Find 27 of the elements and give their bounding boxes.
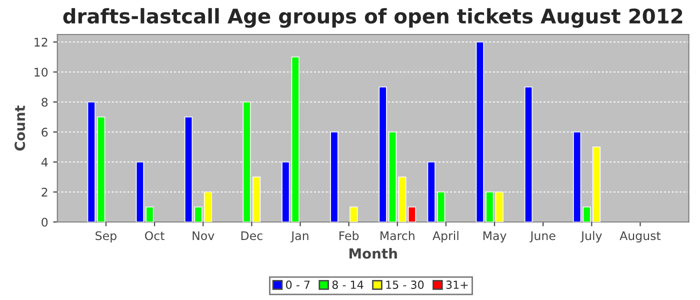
x-tick-label: May bbox=[483, 231, 506, 242]
x-tick-label: July bbox=[580, 231, 602, 242]
x-tick-label: Nov bbox=[192, 231, 214, 240]
y-tick-label: 12 bbox=[34, 38, 48, 46]
x-tick-label: Sep bbox=[96, 231, 116, 242]
y-tick-label: 2 bbox=[42, 188, 48, 196]
x-tick-label: March bbox=[380, 231, 414, 240]
y-tick-label: 8 bbox=[42, 98, 48, 107]
y-axis-title: Count bbox=[14, 105, 26, 151]
x-tick-label: August bbox=[620, 231, 661, 242]
x-tick-label: Dec bbox=[241, 231, 262, 240]
legend-label: 31+ bbox=[446, 280, 468, 289]
x-tick-label: April bbox=[432, 231, 458, 242]
legend-label: 8 - 14 bbox=[332, 280, 364, 289]
y-tick-label: 0 bbox=[42, 218, 48, 227]
bar bbox=[350, 206, 358, 222]
legend-label: 0 - 7 bbox=[286, 280, 310, 289]
chart-title: drafts-lastcall Age groups of open tickets August 2012 bbox=[63, 8, 682, 28]
x-tick-label: June bbox=[530, 231, 556, 242]
y-tick-label: 6 bbox=[42, 128, 48, 137]
x-tick-label: Oct bbox=[144, 231, 164, 240]
y-tick-label: 4 bbox=[41, 158, 48, 166]
x-tick-label: Feb bbox=[340, 231, 359, 240]
legend-label: 15 - 30 bbox=[386, 280, 424, 289]
x-axis-title: Month bbox=[349, 248, 397, 259]
y-tick-label: 10 bbox=[34, 68, 48, 77]
x-tick-label: Jan bbox=[290, 231, 308, 242]
